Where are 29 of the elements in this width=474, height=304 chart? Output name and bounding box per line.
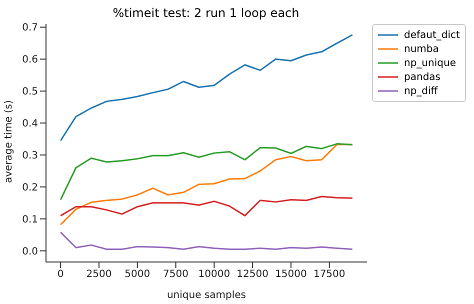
x-tick-label: 5000 bbox=[124, 269, 150, 280]
y-tick-label: 0.7 bbox=[22, 22, 38, 34]
y-tick-label: 0.1 bbox=[22, 214, 38, 226]
x-tick-label: 12500 bbox=[236, 269, 268, 280]
y-tick-label: 0.5 bbox=[22, 86, 38, 98]
line-series bbox=[60, 34, 354, 142]
line-series bbox=[60, 232, 354, 250]
y-axis-title: average time (s) bbox=[4, 100, 15, 183]
legend-label: numba bbox=[404, 44, 439, 54]
y-tick-label: 0.2 bbox=[22, 182, 38, 194]
x-tick-label: 7500 bbox=[163, 269, 189, 280]
x-tick-label: 2500 bbox=[86, 269, 112, 280]
y-tick-label: 0.4 bbox=[22, 118, 38, 130]
x-tick-label: 0 bbox=[57, 269, 64, 280]
x-tick-label: 10000 bbox=[198, 269, 230, 280]
legend-label: defaut_dict bbox=[404, 30, 460, 40]
y-tick-label: 0.6 bbox=[22, 54, 38, 66]
line-series bbox=[60, 143, 354, 200]
legend-label: np_unique bbox=[404, 58, 456, 68]
x-axis-title: unique samples bbox=[166, 290, 246, 301]
line-series bbox=[60, 196, 354, 216]
y-tick-label: 0.3 bbox=[22, 150, 38, 162]
x-tick-label: 15000 bbox=[275, 269, 307, 280]
y-tick-label: 0.0 bbox=[22, 246, 38, 258]
chart-title: %timeit test: 2 run 1 loop each bbox=[112, 6, 300, 20]
legend-label: np_diff bbox=[404, 86, 438, 96]
x-tick-label: 17500 bbox=[313, 269, 346, 280]
line-series bbox=[60, 144, 354, 226]
legend-label: pandas bbox=[404, 72, 440, 82]
